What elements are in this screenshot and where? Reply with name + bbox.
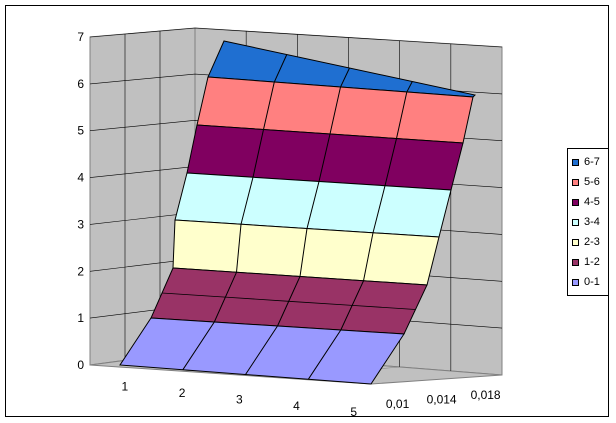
- legend-swatch: [572, 178, 579, 186]
- legend-label: 5-6: [584, 176, 600, 188]
- z-tick-label: 5: [77, 124, 84, 138]
- legend-swatch: [572, 238, 579, 246]
- legend-label: 2-3: [584, 236, 600, 248]
- surface-column-line: [245, 67, 350, 375]
- depth-tick-label: 0,01: [386, 397, 410, 411]
- legend-item: 2-3: [572, 235, 600, 249]
- legend-item: 5-6: [572, 175, 600, 189]
- z-tick-label: 1: [77, 311, 84, 325]
- z-tick-label: 4: [77, 171, 84, 185]
- legend-item: 4-5: [572, 195, 600, 209]
- legend-label: 6-7: [584, 156, 600, 168]
- legend-swatch: [572, 218, 579, 226]
- z-tick-label: 6: [77, 77, 84, 91]
- x-tick-label: 5: [350, 405, 357, 419]
- depth-tick-label: 0,018: [471, 388, 501, 402]
- surface-row-line: [161, 292, 416, 310]
- legend-label: 0-1: [584, 276, 600, 288]
- depth-tick-label: 0,014: [427, 393, 457, 407]
- surface-column-line: [307, 81, 413, 380]
- surface-column-line: [182, 54, 288, 371]
- chart-legend: 6-7 5-6 4-5 3-4 2-3 1-2 0-1: [567, 148, 609, 296]
- legend-label: 4-5: [584, 196, 600, 208]
- z-tick-label: 0: [77, 358, 84, 372]
- legend-item: 1-2: [572, 255, 600, 269]
- z-tick-label: 7: [77, 30, 84, 44]
- x-tick-label: 4: [293, 399, 300, 413]
- z-tick-label: 3: [77, 217, 84, 231]
- legend-label: 3-4: [584, 216, 600, 228]
- x-tick-label: 3: [236, 392, 243, 406]
- x-tick-label: 2: [179, 386, 186, 400]
- legend-item: 0-1: [572, 275, 600, 289]
- legend-swatch: [572, 198, 579, 206]
- legend-swatch: [572, 258, 579, 266]
- legend-swatch: [572, 278, 579, 286]
- legend-swatch: [572, 158, 579, 166]
- legend-item: 3-4: [572, 215, 600, 229]
- z-tick-label: 2: [77, 264, 84, 278]
- legend-label: 1-2: [584, 256, 600, 268]
- legend-item: 6-7: [572, 155, 600, 169]
- x-tick-label: 1: [122, 380, 129, 394]
- surface-band-0-1: [119, 317, 405, 385]
